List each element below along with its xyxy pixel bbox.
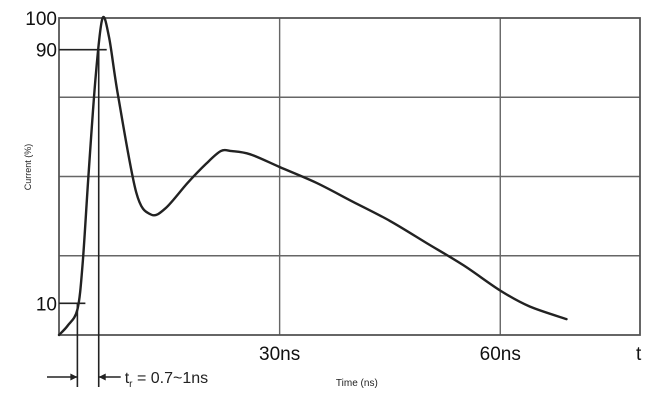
rise-time-subscript: r (129, 379, 133, 390)
rise-arrow-left-head (70, 373, 78, 381)
y-tick-label: 10 (36, 294, 57, 315)
rise-arrow-right-head (98, 373, 106, 381)
x-axis-title: Time (ns) (336, 378, 378, 389)
rise-time-label: tr = 0.7~1ns (125, 370, 208, 390)
y-tick-labels: 10 90 100 (25, 9, 57, 315)
x-tick-label: 60ns (480, 344, 521, 365)
y-axis-title: Current (%) (23, 144, 33, 191)
y-tick-label: 90 (36, 41, 57, 62)
x-tick-labels: 30ns 60ns (259, 344, 521, 365)
rise-time-guides (47, 48, 121, 387)
x-axis-symbol: t (636, 344, 642, 365)
x-tick-label: 30ns (259, 344, 300, 365)
grid (59, 18, 640, 335)
y-tick-label: 100 (25, 9, 57, 30)
plot-frame (58, 17, 641, 336)
rise-time-symbol: t (125, 370, 130, 387)
rise-time-value: = 0.7~1ns (133, 370, 209, 387)
series-current-waveform (57, 15, 568, 337)
